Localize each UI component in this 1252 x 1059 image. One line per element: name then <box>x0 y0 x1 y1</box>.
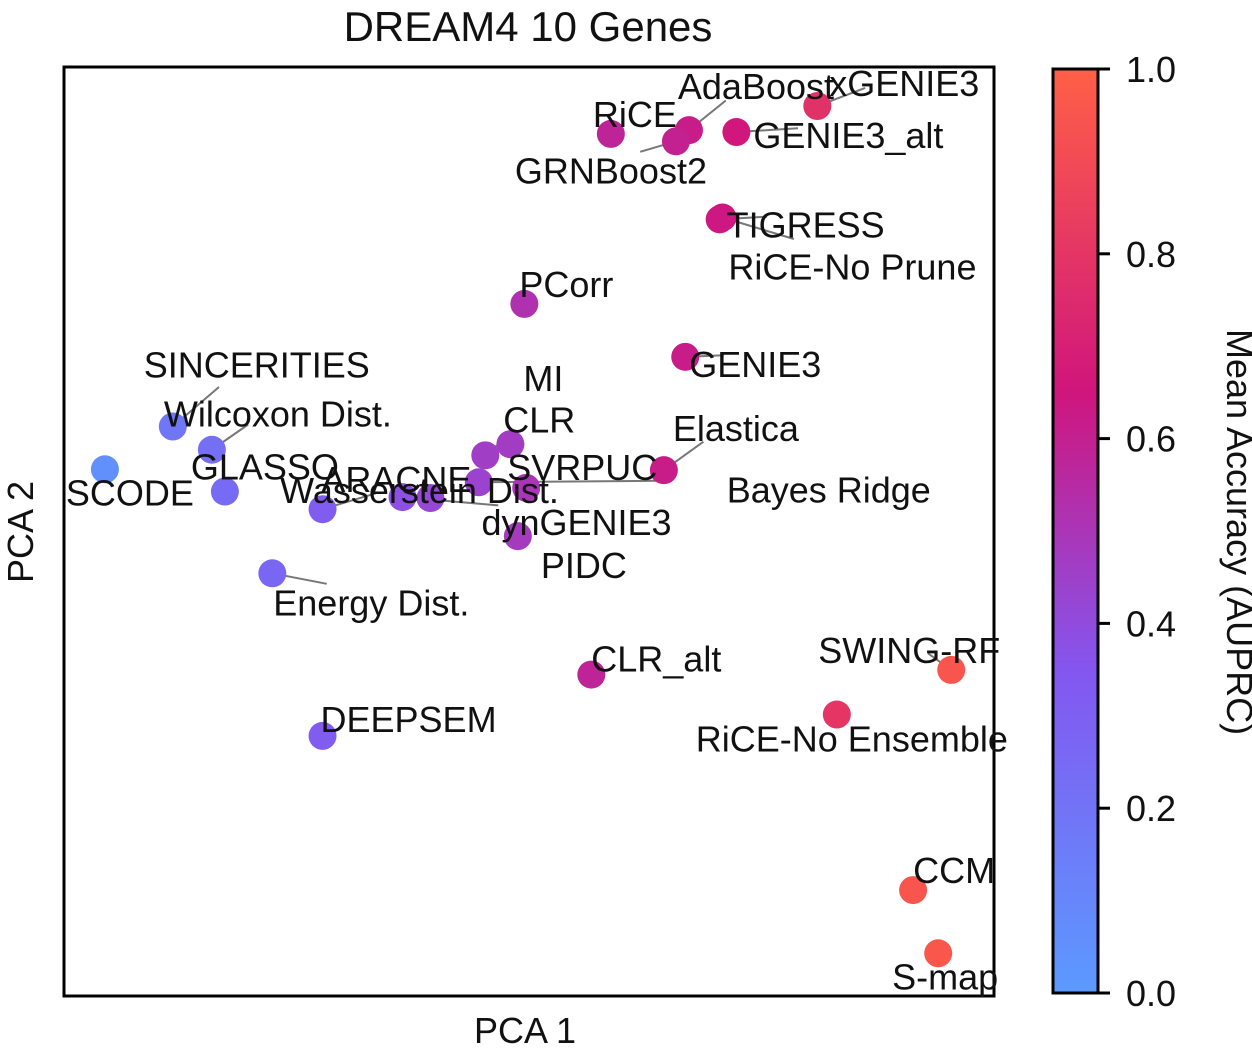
point-scode <box>90 455 119 484</box>
point-grnboost2 <box>661 127 690 156</box>
point-label-xgenie3: xGENIE3 <box>829 63 979 104</box>
colorbar-ticks: 0.0 0.2 0.4 0.6 0.8 1.0 <box>1098 49 1176 1014</box>
point-label-aracne: ARACNE <box>321 459 471 500</box>
point-dyngenie3 <box>388 483 417 512</box>
point-wilcoxon-dist <box>197 435 226 464</box>
colorbar-label: Mean Accuracy (AUPRC) <box>1219 329 1252 735</box>
point-energy-dist <box>258 559 287 588</box>
point-label-energy-dist: Energy Dist. <box>273 582 469 623</box>
point-mi <box>496 430 525 459</box>
point-glasso <box>210 477 239 506</box>
point-sincerities <box>158 412 187 441</box>
point-wasserstein-dist <box>308 495 337 524</box>
point-label-tigress: TIGRESS <box>727 204 885 245</box>
point-label-sincerities: SINCERITIES <box>144 345 370 386</box>
point-clr-alt <box>577 660 606 689</box>
point-rice-no-ensemble <box>822 700 851 729</box>
point-s-map <box>924 939 953 968</box>
point-tigress <box>705 205 734 234</box>
point-bayes-ridge <box>464 468 493 497</box>
colorbar-tick-label: 0.6 <box>1126 419 1176 460</box>
point-label-rice-no-prune: RiCE-No Prune <box>728 246 976 287</box>
point-label-scode: SCODE <box>66 472 194 513</box>
point-label-clr: CLR <box>503 399 575 440</box>
point-xgenie3 <box>803 92 832 121</box>
data-points <box>90 92 966 968</box>
point-genie3-alt <box>722 118 751 147</box>
colorbar-tick-label: 0.0 <box>1126 973 1176 1014</box>
point-label-swing-rf: SWING-RF <box>818 630 1000 671</box>
colorbar-tick-label: 0.2 <box>1126 788 1176 829</box>
point-label-svrpuc: SVRPUC <box>507 447 657 488</box>
point-label-glasso: GLASSO <box>191 447 339 488</box>
point-label-genie3: GENIE3 <box>689 344 821 385</box>
point-label-grnboost2: GRNBoost2 <box>515 150 707 191</box>
point-label-elastica: Elastica <box>673 408 800 449</box>
point-label-deepsem: DEEPSEM <box>321 699 497 740</box>
colorbar-tick-label: 0.4 <box>1126 603 1176 644</box>
point-pcorr <box>510 289 539 318</box>
point-label-pidc: PIDC <box>541 545 627 586</box>
point-label-bayes-ridge: Bayes Ridge <box>727 469 931 510</box>
point-deepsem <box>308 721 337 750</box>
point-label-ccm: CCM <box>913 850 995 891</box>
plot-frame <box>62 65 996 998</box>
point-pidc <box>503 522 532 551</box>
point-rice <box>596 119 625 148</box>
colorbar-tick-label: 1.0 <box>1126 49 1176 90</box>
colorbar-tick-label: 0.8 <box>1126 234 1176 275</box>
chart-title: DREAM4 10 Genes <box>344 3 713 50</box>
point-label-clr-alt: CLR_alt <box>591 639 721 680</box>
point-svrpuc <box>512 473 541 502</box>
point-aracne <box>416 484 445 513</box>
point-genie3 <box>671 342 700 371</box>
x-axis-label: PCA 1 <box>474 1010 576 1051</box>
point-label-s-map: S-map <box>892 956 998 997</box>
point-label-wasserstein-dist: Wasserstein Dist. <box>280 470 559 511</box>
point-swing-rf <box>937 655 966 684</box>
connector-bayes-ridge <box>478 479 672 484</box>
point-label-dyngenie3: dynGENIE3 <box>481 502 671 543</box>
point-clr <box>471 441 500 470</box>
colorbar <box>1051 67 1100 995</box>
point-label-adaboost: AdaBoost <box>678 66 834 107</box>
point-label-mi: MI <box>523 358 563 399</box>
point-label-rice-no-ensemble: RiCE-No Ensemble <box>696 719 1008 760</box>
point-label-genie3-alt: GENIE3_alt <box>753 115 943 156</box>
point-ccm <box>899 876 928 905</box>
point-label-rice: RiCE <box>593 94 677 135</box>
point-elastica <box>649 456 678 485</box>
point-label-pcorr: PCorr <box>519 264 613 305</box>
point-label-wilcoxon-dist: Wilcoxon Dist. <box>164 394 392 435</box>
y-axis-label: PCA 2 <box>0 481 41 583</box>
